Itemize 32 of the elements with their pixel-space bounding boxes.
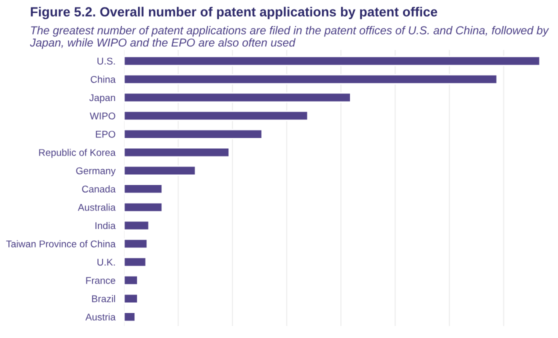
y-tick-label: Brazil [92, 295, 116, 302]
y-tick-label: China [90, 76, 116, 83]
chart-subtitle: The greatest number of patent applications are filed in the patent offices of U.S. and China, followed by Japan, while WIPO and the EPO are also often used [30, 26, 550, 49]
y-tick-label: Canada [82, 185, 116, 193]
bar [124, 128, 263, 140]
y-tick-label: Japan [89, 94, 116, 104]
y-tick-label: Australia [78, 204, 116, 211]
y-tick-label: EPO [96, 130, 116, 138]
y-tick-label: Taiwan Province of China [6, 240, 116, 248]
bar [124, 74, 498, 85]
y-tick-label: U.S. [98, 58, 115, 65]
bar [124, 110, 309, 122]
bar [124, 220, 150, 231]
bar [124, 56, 541, 66]
bar [124, 92, 352, 103]
bar [124, 238, 148, 250]
bar [124, 256, 147, 268]
bar [124, 275, 138, 286]
bar [124, 147, 230, 158]
chart-title: Figure 5.2. Overall number of patent applications by patent office [30, 6, 438, 20]
y-tick-label: Germany [76, 167, 116, 176]
bar [124, 165, 196, 176]
y-tick-label: India [95, 222, 116, 230]
bar [124, 184, 163, 194]
bar [124, 293, 138, 304]
bar [124, 202, 163, 212]
bar [124, 312, 136, 322]
y-tick-label: Republic of Korea [39, 148, 116, 158]
y-tick-label: WIPO [90, 112, 116, 120]
y-tick-label: U.K. [98, 258, 115, 266]
y-tick-label: France [86, 277, 116, 284]
y-tick-label: Austria [85, 313, 116, 320]
